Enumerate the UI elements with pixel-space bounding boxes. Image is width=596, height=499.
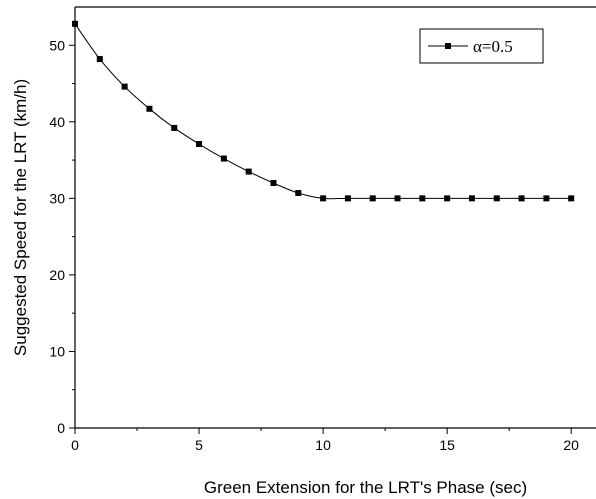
legend-marker [445,43,451,49]
x-axis: 0 5 10 15 20 [71,428,579,453]
y-tick-label: 10 [49,343,65,359]
data-point [295,190,302,197]
y-tick-label: 40 [49,114,65,130]
x-tick-label: 10 [315,437,331,453]
data-point [568,195,575,202]
data-point [369,195,376,202]
x-tick-label: 15 [439,437,455,453]
x-tick-label: 5 [195,437,203,453]
data-point [419,195,426,202]
data-point [171,124,178,131]
data-point [543,195,550,202]
data-point [121,83,128,90]
data-point [220,155,227,162]
plot-frame [74,6,596,429]
data-point [320,195,327,202]
y-tick-label: 30 [49,190,65,206]
data-point [72,20,78,27]
data-point [245,168,252,175]
data-point [270,180,277,187]
data-point [468,195,475,202]
y-tick-label: 20 [49,267,65,283]
legend: α=0.5 [419,28,544,64]
data-point [196,141,203,148]
data-point [394,195,401,202]
y-tick-label: 50 [49,37,65,53]
data-point [444,195,451,202]
data-point [518,195,525,202]
y-axis-title: Suggested Speed for the LRT (km/h) [11,79,30,356]
data-point [146,105,153,112]
series-layer [72,20,575,202]
y-tick-label: 0 [57,420,65,436]
x-tick-label: 0 [71,437,79,453]
legend-label: α=0.5 [473,37,513,56]
data-point [344,195,351,202]
y-axis: 0 10 20 30 40 50 [49,37,75,436]
x-tick-label: 20 [563,437,579,453]
x-axis-title: Green Extension for the LRT's Phase (sec… [204,478,527,497]
data-point [493,195,500,202]
data-point [96,56,103,63]
